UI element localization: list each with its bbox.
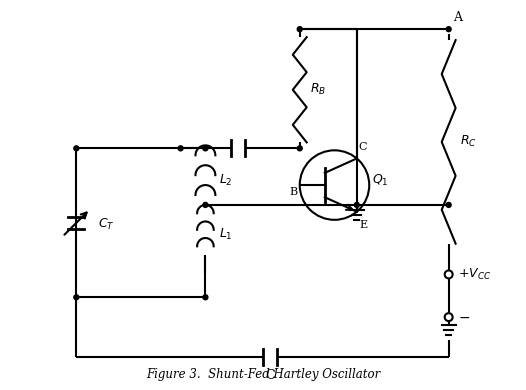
Text: $C_T$: $C_T$ xyxy=(98,217,115,232)
Circle shape xyxy=(178,146,183,151)
Text: $L_1$: $L_1$ xyxy=(219,227,233,242)
Text: $+V_{CC}$: $+V_{CC}$ xyxy=(458,267,491,282)
Circle shape xyxy=(297,27,302,32)
Text: A: A xyxy=(453,11,462,24)
Circle shape xyxy=(446,27,451,32)
Text: $R_C$: $R_C$ xyxy=(460,134,477,149)
Text: $L_2$: $L_2$ xyxy=(219,172,233,188)
Text: $R_B$: $R_B$ xyxy=(310,82,326,97)
Circle shape xyxy=(355,202,359,207)
Text: C: C xyxy=(359,142,367,152)
Circle shape xyxy=(74,146,79,151)
Circle shape xyxy=(203,202,208,207)
Circle shape xyxy=(203,295,208,300)
Circle shape xyxy=(74,295,79,300)
Circle shape xyxy=(203,146,208,151)
Text: B: B xyxy=(290,187,298,197)
Text: C: C xyxy=(265,369,275,382)
Circle shape xyxy=(297,146,302,151)
Text: $Q_1$: $Q_1$ xyxy=(372,172,389,188)
Text: $-$: $-$ xyxy=(458,310,470,324)
Text: E: E xyxy=(360,220,368,230)
Text: Figure 3.  Shunt-Fed Hartley Oscillator: Figure 3. Shunt-Fed Hartley Oscillator xyxy=(146,368,380,381)
Circle shape xyxy=(446,202,451,207)
